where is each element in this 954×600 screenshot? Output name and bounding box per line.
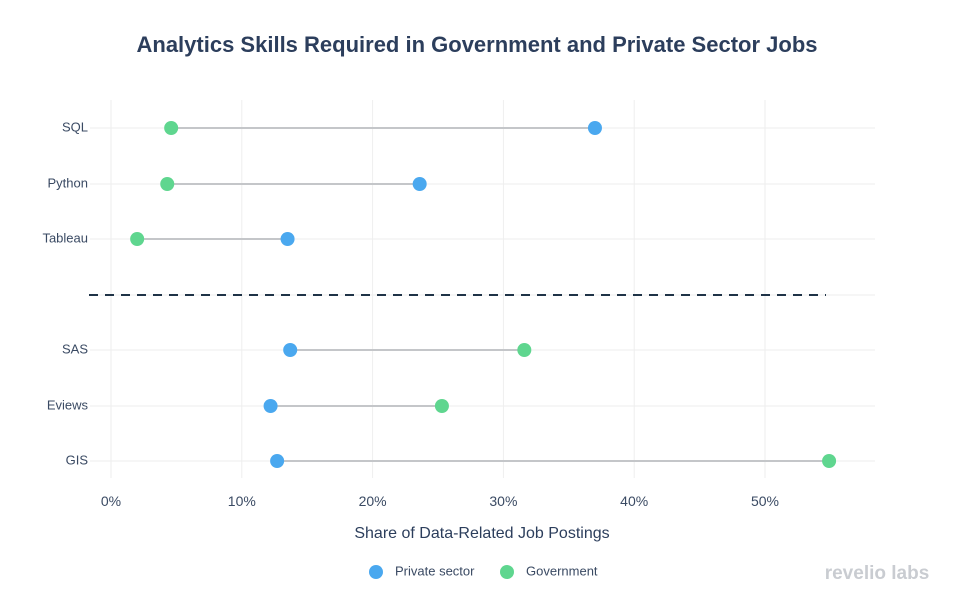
legend-label: Private sector [395, 563, 475, 578]
x-tick-label: 50% [751, 493, 779, 509]
government-point-eviews [434, 399, 449, 413]
x-tick-label: 0% [101, 493, 121, 509]
x-tick-label: 30% [489, 493, 517, 509]
private-point-gis [270, 454, 285, 468]
private-point-sas [283, 343, 298, 357]
legend: Private sector Government [369, 563, 598, 579]
private-point-python [412, 177, 427, 191]
y-tick-label: SQL [62, 119, 88, 134]
government-point-python [160, 177, 175, 191]
connectors [137, 127, 830, 462]
legend-marker [500, 565, 514, 579]
y-tick-label: Python [48, 175, 88, 190]
y-tick-label: Eviews [47, 397, 89, 412]
x-axis-ticks: 0% 10% 20% 30% 40% 50% [101, 493, 779, 509]
y-tick-label: GIS [66, 452, 89, 467]
x-tick-label: 10% [228, 493, 256, 509]
x-tick-label: 40% [620, 493, 648, 509]
x-tick-label: 20% [359, 493, 387, 509]
private-point-sql [587, 121, 602, 135]
government-point-sql [164, 121, 179, 135]
legend-label: Government [526, 563, 598, 578]
y-tick-label: SAS [62, 341, 88, 356]
grid [90, 100, 875, 478]
chart-title: Analytics Skills Required in Government … [136, 32, 818, 57]
x-axis-title: Share of Data-Related Job Postings [354, 525, 609, 542]
government-point-sas [517, 343, 532, 357]
data-points [130, 121, 837, 468]
y-tick-label: Tableau [42, 230, 88, 245]
government-point-tableau [130, 232, 145, 246]
y-axis-ticks: SQL Python Tableau SAS Eviews GIS [42, 119, 88, 467]
private-point-eviews [263, 399, 278, 413]
private-point-tableau [280, 232, 295, 246]
government-point-gis [822, 454, 837, 468]
brand-logo: revelio labs [825, 563, 930, 584]
legend-marker [369, 565, 383, 579]
